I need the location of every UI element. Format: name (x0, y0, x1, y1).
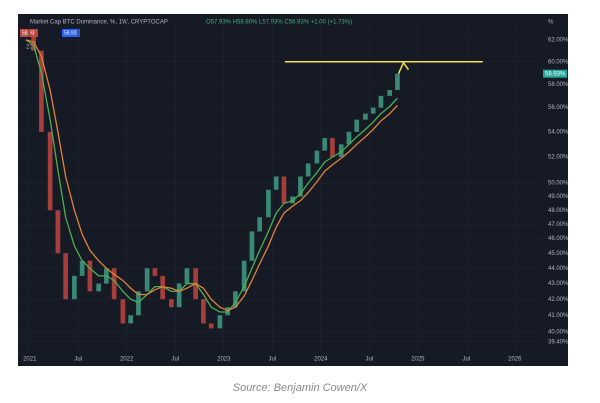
candle (96, 283, 101, 292)
candle (72, 275, 77, 300)
chart-title: Market Cap BTC Dominance, %, 1W, CRYPTOC… (30, 20, 168, 26)
y-tick-label: 45.00% (548, 251, 569, 257)
ohlc-label: O57.93% H58.80% L57.93% C58.93% +1.00 (+… (206, 20, 352, 26)
y-tick-label: 52.00% (548, 155, 569, 161)
x-tick-label: Jul (365, 357, 373, 363)
badge-box (20, 29, 38, 37)
y-tick-label: 41.00% (548, 313, 569, 319)
y-tick-label: 44.00% (548, 266, 569, 272)
candle (281, 176, 287, 204)
moving-average (25, 39, 398, 313)
chart-panel (18, 14, 568, 366)
candle (346, 131, 352, 145)
y-tick-label: 48.00% (548, 208, 569, 214)
price-tag: 58.93% (545, 71, 566, 77)
y-tick-label: 60.00% (548, 59, 569, 65)
candle (120, 299, 126, 324)
candle (87, 260, 93, 292)
x-tick-label: 2022 (120, 357, 134, 363)
candle (23, 34, 29, 36)
candle (298, 176, 303, 197)
y-tick-label: 49.00% (548, 194, 569, 200)
candle (208, 323, 214, 329)
y-tick-label: 43.00% (548, 281, 569, 287)
y-tick-label: 58.00% (548, 82, 569, 88)
candle (63, 253, 68, 300)
candle (370, 107, 376, 114)
y-axis-label: % (548, 20, 554, 26)
price-tag-box (543, 69, 567, 78)
candle (184, 268, 190, 284)
x-tick-label: 2025 (411, 357, 425, 363)
candle (330, 138, 335, 158)
arrow (397, 61, 410, 74)
candle (79, 260, 85, 276)
y-tick-label: 40.00% (548, 329, 569, 335)
candle (176, 283, 182, 308)
candle (273, 176, 279, 190)
candle (395, 73, 400, 91)
candle (233, 291, 238, 308)
candle (136, 291, 141, 316)
badge: 58.93 (64, 30, 77, 36)
y-tick-label: 50.00% (548, 181, 569, 187)
x-tick-label: 2023 (217, 357, 231, 363)
x-tick-label: Jul (74, 357, 82, 363)
badge-box (62, 29, 80, 37)
candle (249, 231, 255, 261)
candle (266, 189, 271, 218)
y-tick-label: 46.00% (548, 236, 569, 242)
x-tick-label: 2026 (508, 357, 522, 363)
candle (305, 163, 311, 177)
x-tick-label: 2021 (23, 357, 37, 363)
candle (322, 138, 328, 151)
x-tick-label: Jul (171, 357, 179, 363)
candle (128, 315, 133, 324)
y-tick-label: 42.00% (548, 297, 569, 303)
candle (387, 90, 393, 96)
candle (39, 50, 44, 132)
candle (378, 95, 384, 108)
candle (201, 299, 206, 324)
candle (160, 275, 165, 300)
candle (55, 210, 61, 254)
candle (338, 144, 344, 158)
candle (169, 299, 174, 308)
candle (257, 217, 263, 232)
y-tick-label: 62.00% (548, 37, 569, 43)
y-tick-label: 56.00% (548, 105, 569, 111)
candle (47, 131, 53, 211)
candle (241, 260, 247, 292)
y-tick-label: 47.00% (548, 222, 569, 228)
candle (111, 268, 117, 300)
caption: Source: Benjamin Cowen/X (233, 382, 368, 394)
candle (314, 150, 320, 164)
x-tick-label: Jul (462, 357, 470, 363)
y-tick-label: 39.40% (548, 339, 569, 345)
moving-average (25, 39, 398, 312)
x-tick-label: 2024 (314, 357, 328, 363)
candle (144, 268, 150, 292)
candle (152, 268, 158, 276)
y-tick-label: 54.00% (548, 129, 569, 135)
candle (354, 119, 360, 132)
badge: 58.93 (22, 30, 35, 36)
candle (217, 315, 223, 329)
candle (363, 113, 368, 120)
x-tick-label: Jul (268, 357, 276, 363)
